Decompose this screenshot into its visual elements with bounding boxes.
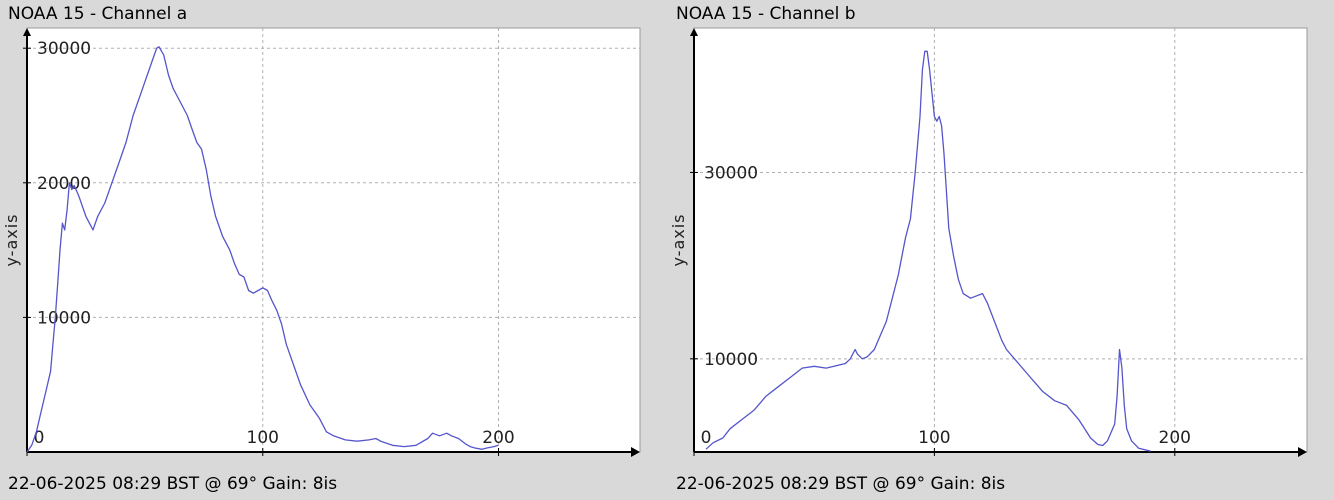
y-axis-arrow	[690, 28, 698, 36]
y-axis-arrow	[23, 28, 31, 36]
chart-footer-timestamp: 22-06-2025 08:29 BST @ 69° Gain: 8is	[8, 474, 338, 494]
y-axis-title: y-axis	[2, 213, 21, 266]
chart-panel-channel-a: NOAA 15 - Channel a 0 100 200 10000 20000 300…	[0, 0, 660, 500]
chart-title: NOAA 15 - Channel a	[8, 4, 188, 24]
y-tick-label: 10000	[704, 350, 758, 370]
x-tick-label: 100	[918, 428, 950, 448]
y-tick-label: 30000	[704, 163, 758, 183]
plot-background	[693, 27, 1308, 453]
x-tick-label: 0	[34, 428, 45, 448]
plot-background	[26, 27, 641, 453]
x-tick-label: 0	[701, 428, 712, 448]
chart-plot-area: 0 100 200 10000 20000 30000 y-axis	[2, 27, 641, 457]
x-tick-label: 100	[247, 428, 279, 448]
x-axis-arrow	[631, 447, 640, 457]
chart-title: NOAA 15 - Channel b	[676, 4, 856, 24]
chart-plot-area: 0 100 200 10000 30000 y-axis	[669, 27, 1308, 457]
y-tick-label: 30000	[37, 39, 91, 59]
x-tick-label: 200	[482, 428, 514, 448]
y-axis-title: y-axis	[669, 213, 688, 266]
series-line	[705, 50, 1151, 452]
y-tick-label: 10000	[37, 308, 91, 328]
chart-panel-channel-b: NOAA 15 - Channel b 0 100 200 10000 30000 y-a…	[668, 0, 1334, 500]
x-axis-arrow	[1298, 447, 1307, 457]
series-line	[26, 46, 499, 453]
x-tick-label: 200	[1159, 428, 1191, 448]
chart-footer-timestamp: 22-06-2025 08:29 BST @ 69° Gain: 8is	[676, 474, 1006, 494]
y-tick-label: 20000	[37, 174, 91, 194]
